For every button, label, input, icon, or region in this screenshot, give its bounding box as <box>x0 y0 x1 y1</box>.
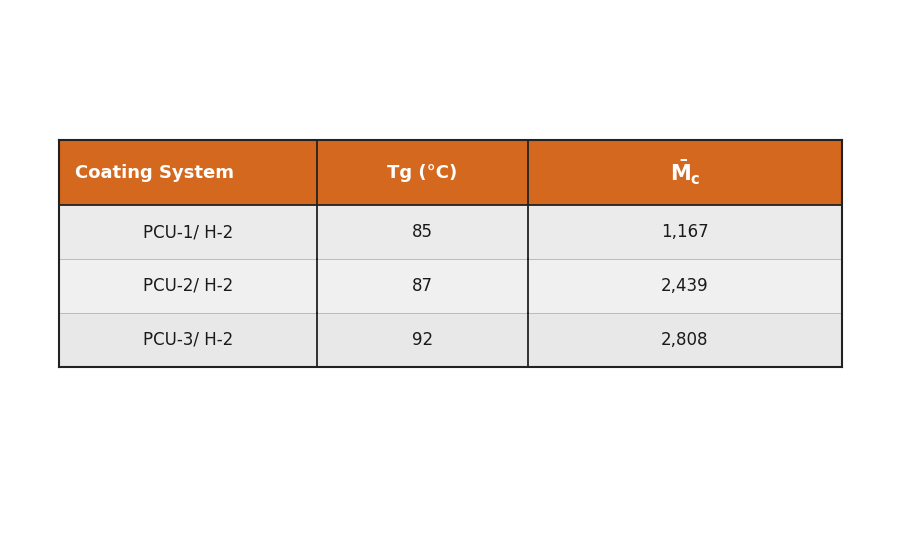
Text: PCU-1/ H-2: PCU-1/ H-2 <box>142 223 233 241</box>
Bar <box>58 313 842 367</box>
Bar <box>58 140 842 205</box>
Text: 2,439: 2,439 <box>662 277 708 295</box>
Text: 1,167: 1,167 <box>662 223 708 241</box>
Text: Coating System: Coating System <box>75 164 234 182</box>
Text: PCU-3/ H-2: PCU-3/ H-2 <box>142 331 233 349</box>
Text: Tg (°C): Tg (°C) <box>388 164 458 182</box>
Text: 92: 92 <box>412 331 433 349</box>
Text: $\mathbf{\bar{M}}_\mathbf{c}$: $\mathbf{\bar{M}}_\mathbf{c}$ <box>670 158 700 187</box>
Text: 85: 85 <box>412 223 433 241</box>
Text: PCU-2/ H-2: PCU-2/ H-2 <box>142 277 233 295</box>
Bar <box>58 205 842 259</box>
Text: 87: 87 <box>412 277 433 295</box>
Bar <box>58 259 842 313</box>
Text: 2,808: 2,808 <box>662 331 708 349</box>
